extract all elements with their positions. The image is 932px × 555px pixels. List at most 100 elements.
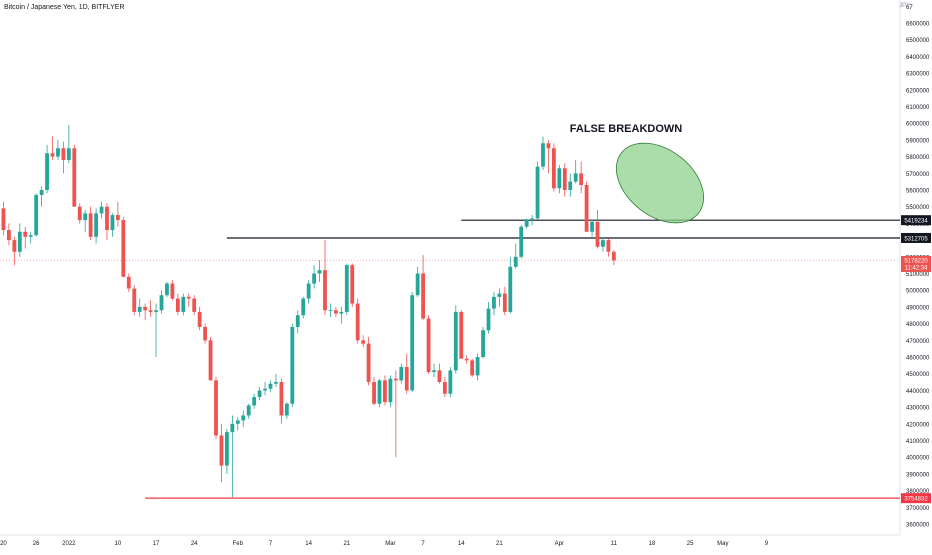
y-tick-label: 5000000 (906, 289, 930, 295)
candle-body (12, 240, 17, 252)
candle (502, 286, 507, 316)
candle (175, 293, 180, 316)
candle (355, 298, 360, 344)
candle-body (290, 326, 295, 404)
candle (344, 263, 349, 316)
candle-body (388, 378, 393, 403)
x-tick-label: 18 (649, 541, 656, 547)
level-price-label: 3754832 (904, 496, 928, 502)
candle (475, 353, 480, 381)
candle-body (197, 311, 202, 327)
candle (7, 223, 11, 246)
candle-body (121, 220, 126, 277)
candle (552, 143, 556, 192)
candle-body (481, 330, 485, 357)
candle (170, 280, 175, 301)
candle (470, 358, 475, 378)
y-tick-label: 5500000 (906, 205, 930, 211)
candle-body (573, 173, 578, 182)
x-tick-label: Mar (385, 541, 395, 547)
candle (492, 291, 496, 316)
candle (257, 387, 262, 401)
candle-body (7, 230, 11, 241)
y-tick-label: 3900000 (906, 472, 930, 478)
y-tick-label: 5700000 (906, 172, 930, 178)
y-tick-label: 67 (906, 5, 913, 11)
candle-body (470, 360, 475, 376)
candle-body (23, 231, 28, 237)
candle-body (132, 288, 137, 312)
x-tick-label: 26 (33, 541, 40, 547)
candle-body (426, 318, 431, 373)
candle (562, 163, 567, 197)
candle (105, 203, 109, 241)
y-tick-label: 3800000 (906, 489, 930, 495)
candle-body (334, 310, 338, 314)
currency-label: JPY (899, 3, 911, 9)
candle (186, 293, 191, 307)
candle-body (105, 206, 109, 231)
candle (61, 141, 66, 174)
candle-body (143, 306, 148, 311)
candle (377, 378, 382, 408)
candle (88, 206, 93, 241)
y-tick-label: 4300000 (906, 406, 930, 412)
y-tick-label: 4700000 (906, 339, 930, 345)
candle (219, 423, 224, 483)
x-tick-label: 17 (153, 541, 160, 547)
candle (372, 377, 376, 406)
y-tick-label: 6500000 (906, 38, 930, 44)
candle (45, 144, 49, 194)
candle-body (443, 382, 447, 394)
candle-body (475, 357, 480, 376)
y-tick-label: 6400000 (906, 55, 930, 61)
candle (208, 336, 213, 381)
candle (524, 218, 529, 229)
candle-body (154, 310, 158, 312)
y-tick-label: 4900000 (906, 305, 930, 311)
candle-body (28, 235, 33, 237)
x-tick-label: 24 (191, 541, 198, 547)
candle (165, 281, 169, 297)
candle (263, 382, 267, 396)
candle (126, 273, 131, 292)
candle-body (230, 423, 235, 433)
candle-body (301, 298, 306, 316)
candle-body (116, 215, 120, 221)
candle-body (263, 388, 267, 391)
candle (17, 223, 22, 257)
candle (410, 291, 415, 393)
candle-body (72, 148, 77, 207)
candle-body (372, 382, 376, 404)
candle-body (203, 326, 207, 341)
candle-body (159, 295, 164, 311)
candle-body (170, 283, 175, 299)
x-tick-label: 7 (421, 541, 425, 547)
candle-body (366, 343, 371, 383)
candle-body (513, 256, 518, 267)
candle (197, 306, 202, 331)
symbol-title: Bitcoin / Japanese Yen, 1D, BITFLYER (4, 4, 125, 11)
x-tick-label: 7 (269, 541, 273, 547)
x-tick-label: Apr (555, 541, 564, 547)
candle (611, 250, 616, 266)
candle-body (17, 231, 22, 252)
x-tick-label: 9 (765, 541, 769, 547)
candle-body (323, 270, 327, 311)
candle (323, 240, 327, 316)
candle-body (568, 181, 573, 190)
candle (99, 201, 104, 219)
candle (421, 255, 425, 321)
candle (546, 139, 551, 174)
candle (361, 335, 366, 347)
candle (159, 290, 164, 314)
candle (448, 367, 453, 398)
candle-body (497, 293, 502, 297)
candle-body (45, 153, 49, 190)
candle (383, 375, 387, 406)
y-tick-label: 4800000 (906, 322, 930, 328)
level-price-label: 5312705 (904, 236, 928, 242)
candle-body (530, 218, 534, 221)
candle (241, 410, 246, 428)
